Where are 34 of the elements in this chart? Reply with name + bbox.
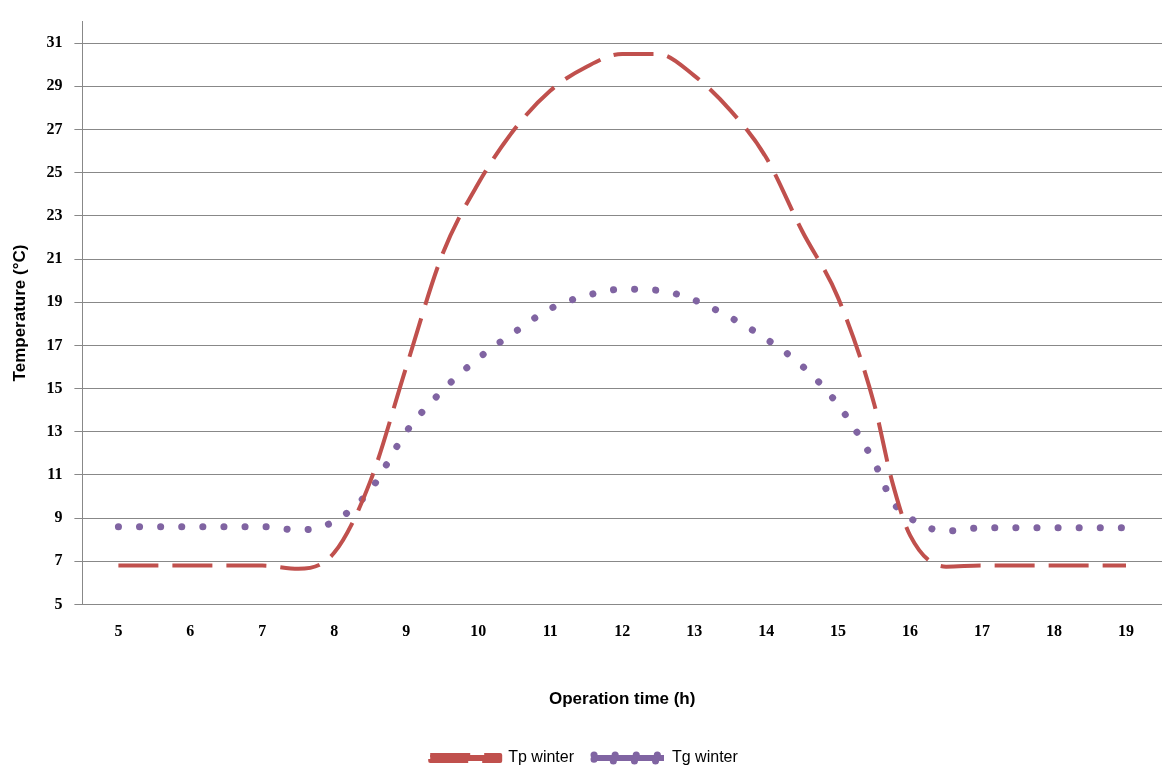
y-tick-label: 27: [46, 119, 63, 137]
x-tick-label: 7: [258, 622, 267, 640]
x-tick-label: 9: [402, 622, 411, 640]
x-tick-label: 11: [542, 622, 558, 640]
y-tick-label: 17: [46, 335, 63, 353]
x-tick-label: 18: [1046, 622, 1063, 640]
legend-label: Tg winter: [672, 748, 739, 766]
y-tick-label: 11: [47, 465, 63, 483]
x-tick-label: 17: [974, 622, 991, 640]
legend-label: Tp winter: [508, 748, 575, 766]
y-tick-label: 21: [46, 249, 63, 267]
line-series: [116, 51, 1129, 571]
y-tick-label: 15: [46, 378, 63, 396]
y-tick-label: 13: [46, 421, 63, 439]
y-tick-label: 9: [54, 508, 63, 526]
y-axis-title: Temperature (°C): [9, 244, 29, 382]
x-tick-label: 10: [470, 622, 487, 640]
x-axis-title: Operation time (h): [549, 689, 696, 709]
x-tick-label: 8: [330, 622, 339, 640]
x-tick-label: 15: [830, 622, 847, 640]
y-tick-label: 23: [46, 206, 63, 224]
y-tick-label: 25: [46, 162, 63, 180]
x-tick-label: 12: [614, 622, 631, 640]
x-tick-label: 6: [186, 622, 195, 640]
x-tick-label: 14: [758, 622, 775, 640]
y-tick-label: 5: [54, 594, 63, 612]
y-tick-label: 29: [46, 76, 63, 94]
y-tick-label: 7: [54, 551, 63, 569]
x-tick-label: 16: [902, 622, 919, 640]
y-tick-label: 31: [46, 33, 63, 51]
x-tick-label: 19: [1118, 622, 1135, 640]
x-tick-label: 5: [114, 622, 123, 640]
y-tick-label: 19: [46, 292, 63, 310]
x-tick-label: 13: [686, 622, 703, 640]
